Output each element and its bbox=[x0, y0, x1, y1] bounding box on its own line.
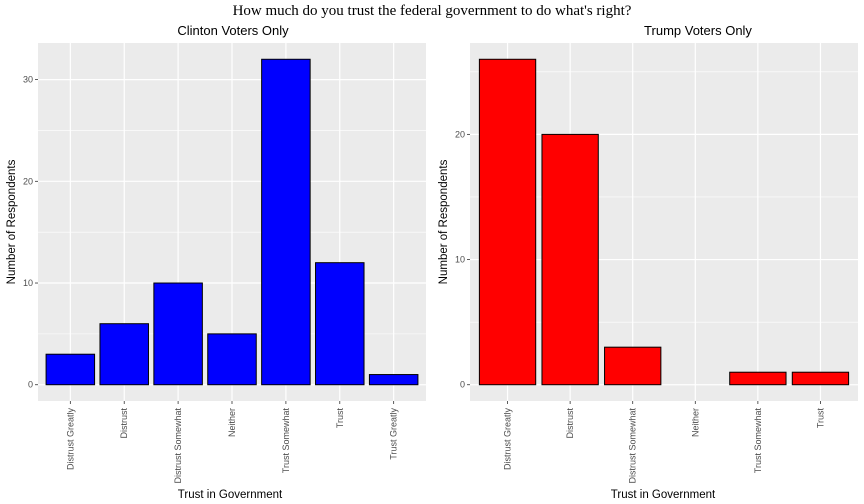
x-tick-label: Distrust Greatly bbox=[65, 408, 75, 471]
y-tick-label: 10 bbox=[23, 278, 33, 288]
y-tick-label: 0 bbox=[28, 380, 33, 390]
x-tick-label: Trust Somewhat bbox=[753, 408, 763, 474]
x-tick-label: Trust bbox=[815, 408, 825, 429]
bar bbox=[261, 58, 311, 386]
x-tick-label: Distrust Greatly bbox=[503, 408, 513, 471]
bar bbox=[207, 333, 257, 386]
y-tick-label: 20 bbox=[23, 176, 33, 186]
x-tick-label: Neither bbox=[227, 408, 237, 437]
x-tick-label: Distrust Somewhat bbox=[173, 408, 183, 484]
bar bbox=[604, 346, 662, 386]
bar bbox=[791, 371, 850, 386]
x-tick-label: Trust bbox=[335, 408, 345, 429]
y-axis-title: Number of Respondents bbox=[438, 159, 450, 284]
bar bbox=[315, 262, 365, 386]
x-tick-label: Distrust bbox=[119, 408, 129, 439]
panel-title: Trump Voters Only bbox=[644, 23, 752, 38]
trump-panel: 0 10 20 Distrust Greatly Distrust Distrust So… bbox=[438, 23, 858, 501]
bar bbox=[541, 133, 599, 386]
clinton-panel: 0 10 20 30 Distrust Greatly Distrust Distrust … bbox=[6, 23, 426, 501]
panel-title: Clinton Voters Only bbox=[177, 23, 289, 38]
bar bbox=[368, 374, 419, 386]
x-tick-label: Trust Somewhat bbox=[281, 408, 291, 474]
x-tick-label: Distrust bbox=[565, 408, 575, 439]
x-tick-label: Trust Greatly bbox=[389, 408, 399, 460]
x-axis-title: Trust in Government bbox=[611, 489, 716, 501]
y-tick-label: 30 bbox=[23, 75, 33, 85]
bar bbox=[99, 323, 149, 386]
x-tick-label: Distrust Somewhat bbox=[628, 408, 638, 484]
bar bbox=[478, 58, 537, 386]
bar bbox=[729, 371, 787, 386]
y-tick-label: 10 bbox=[455, 255, 465, 265]
x-axis-title: Trust in Government bbox=[178, 489, 283, 501]
figure-title: How much do you trust the federal govern… bbox=[233, 3, 632, 19]
y-tick-label: 20 bbox=[455, 129, 465, 139]
bar bbox=[45, 353, 96, 386]
x-tick-label: Neither bbox=[690, 408, 700, 437]
y-axis-title: Number of Respondents bbox=[6, 159, 18, 284]
bar bbox=[153, 282, 203, 386]
y-tick-label: 0 bbox=[460, 380, 465, 390]
